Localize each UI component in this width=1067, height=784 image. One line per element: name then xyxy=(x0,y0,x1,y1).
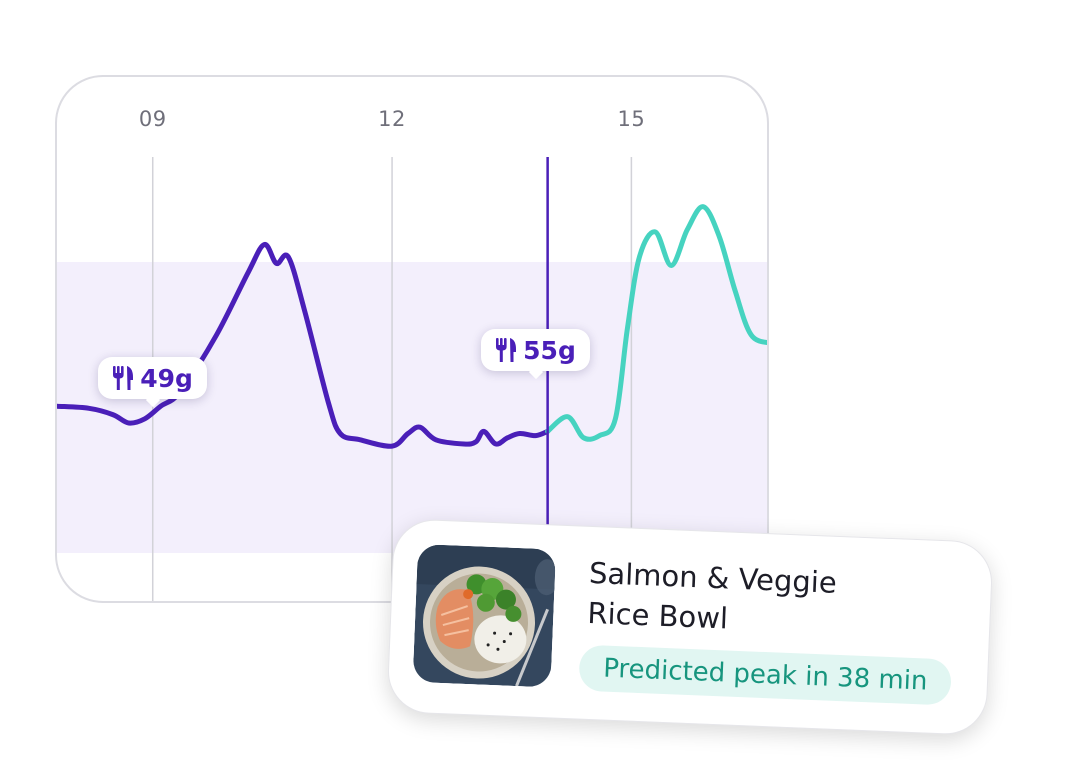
meal-marker[interactable]: 49g xyxy=(98,357,207,408)
glucose-chart xyxy=(57,157,767,601)
fork-knife-icon xyxy=(496,338,517,362)
predicted-glucose-line xyxy=(545,204,767,442)
food-photo xyxy=(412,544,556,688)
meal-marker[interactable]: 55g xyxy=(481,329,590,380)
meal-title: Salmon & Veggie Rice Bowl xyxy=(587,553,920,646)
measured-glucose-line xyxy=(57,242,551,449)
meal-carbs-label: 49g xyxy=(140,363,193,393)
meal-carbs-label: 55g xyxy=(523,335,576,365)
glucose-chart-card: 09 12 15 49g 55g xyxy=(55,75,769,603)
target-range-band xyxy=(57,262,767,553)
x-tick-label: 09 xyxy=(138,107,167,131)
x-tick-label: 12 xyxy=(378,107,406,131)
meal-card[interactable]: Salmon & Veggie Rice Bowl Predicted peak… xyxy=(386,518,994,736)
x-tick-label: 15 xyxy=(617,107,646,131)
predicted-peak-badge: Predicted peak in 38 min xyxy=(578,644,953,706)
fork-knife-icon xyxy=(113,366,134,390)
